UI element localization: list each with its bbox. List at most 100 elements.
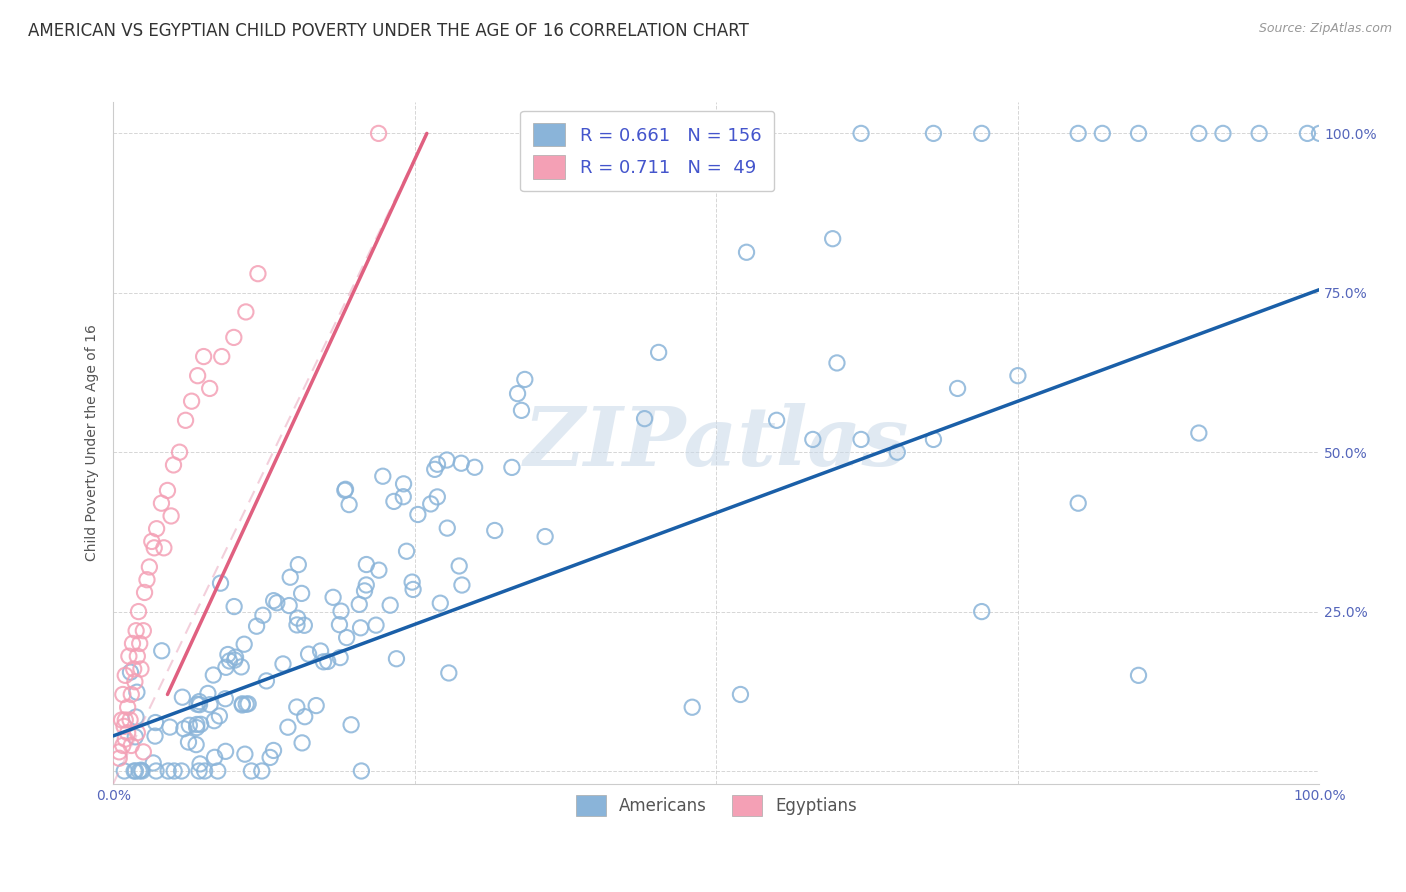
Point bbox=[186, 717, 208, 731]
Point bbox=[209, 576, 232, 591]
Point bbox=[169, 445, 191, 459]
Point bbox=[277, 720, 299, 734]
Point bbox=[225, 650, 247, 665]
Point bbox=[235, 697, 257, 711]
Point bbox=[124, 674, 146, 689]
Point bbox=[1296, 127, 1319, 141]
Text: AMERICAN VS EGYPTIAN CHILD POVERTY UNDER THE AGE OF 16 CORRELATION CHART: AMERICAN VS EGYPTIAN CHILD POVERTY UNDER… bbox=[28, 22, 749, 40]
Point bbox=[246, 267, 269, 281]
Point bbox=[450, 456, 472, 470]
Point bbox=[124, 764, 146, 778]
Point bbox=[1091, 127, 1114, 141]
Point bbox=[157, 764, 180, 778]
Point bbox=[224, 653, 246, 667]
Point bbox=[922, 433, 945, 447]
Point bbox=[120, 688, 142, 702]
Point bbox=[156, 483, 179, 498]
Point bbox=[111, 739, 134, 753]
Point bbox=[162, 458, 184, 472]
Point bbox=[215, 660, 238, 674]
Point bbox=[120, 713, 142, 727]
Point bbox=[291, 736, 314, 750]
Point bbox=[136, 573, 159, 587]
Point bbox=[371, 469, 394, 483]
Point bbox=[250, 764, 273, 778]
Point bbox=[145, 764, 167, 778]
Text: Source: ZipAtlas.com: Source: ZipAtlas.com bbox=[1258, 22, 1392, 36]
Point bbox=[349, 621, 371, 635]
Point bbox=[179, 718, 201, 732]
Point bbox=[118, 649, 141, 664]
Point bbox=[349, 598, 371, 612]
Point bbox=[382, 494, 405, 508]
Point bbox=[437, 665, 460, 680]
Point bbox=[159, 720, 181, 734]
Point bbox=[138, 560, 160, 574]
Y-axis label: Child Poverty Under the Age of 16: Child Poverty Under the Age of 16 bbox=[86, 324, 100, 561]
Point bbox=[143, 541, 166, 555]
Point bbox=[224, 599, 246, 614]
Point bbox=[186, 697, 208, 711]
Point bbox=[129, 763, 152, 777]
Point bbox=[202, 714, 225, 728]
Point bbox=[122, 662, 145, 676]
Point bbox=[429, 596, 451, 610]
Point bbox=[122, 764, 145, 778]
Point bbox=[330, 604, 353, 618]
Point bbox=[1308, 127, 1330, 141]
Point bbox=[235, 305, 257, 319]
Point bbox=[202, 668, 225, 682]
Point bbox=[633, 411, 655, 425]
Point bbox=[735, 245, 758, 260]
Point bbox=[111, 688, 134, 702]
Point bbox=[150, 644, 173, 658]
Point bbox=[177, 735, 200, 749]
Point bbox=[385, 651, 408, 665]
Point bbox=[188, 764, 211, 778]
Point bbox=[145, 715, 167, 730]
Point bbox=[305, 698, 328, 713]
Point bbox=[534, 530, 557, 544]
Point bbox=[380, 598, 402, 612]
Point bbox=[125, 624, 148, 638]
Point bbox=[322, 591, 344, 605]
Point bbox=[970, 605, 993, 619]
Point bbox=[197, 686, 219, 700]
Point bbox=[231, 660, 253, 674]
Point bbox=[312, 655, 335, 669]
Point bbox=[153, 541, 176, 555]
Point bbox=[193, 350, 215, 364]
Point bbox=[337, 498, 360, 512]
Point bbox=[259, 750, 281, 764]
Point bbox=[128, 605, 150, 619]
Point bbox=[401, 575, 423, 590]
Point bbox=[285, 700, 308, 714]
Point bbox=[186, 721, 208, 735]
Point bbox=[333, 483, 356, 498]
Point bbox=[214, 691, 236, 706]
Point bbox=[765, 413, 787, 427]
Point bbox=[160, 508, 183, 523]
Point bbox=[681, 700, 703, 714]
Point bbox=[271, 657, 294, 671]
Point bbox=[506, 386, 529, 401]
Point bbox=[501, 460, 523, 475]
Point bbox=[194, 764, 217, 778]
Point bbox=[484, 524, 506, 538]
Point bbox=[142, 756, 165, 770]
Legend: Americans, Egyptians: Americans, Egyptians bbox=[569, 789, 863, 823]
Point bbox=[426, 490, 449, 504]
Point bbox=[208, 709, 231, 723]
Point bbox=[402, 582, 425, 597]
Point bbox=[108, 745, 131, 759]
Point bbox=[131, 764, 153, 778]
Point bbox=[801, 433, 824, 447]
Point bbox=[174, 413, 197, 427]
Text: ZIPatlas: ZIPatlas bbox=[523, 402, 910, 483]
Point bbox=[207, 764, 229, 778]
Point bbox=[117, 725, 139, 739]
Point bbox=[419, 497, 441, 511]
Point bbox=[252, 608, 274, 623]
Point bbox=[238, 697, 260, 711]
Point bbox=[108, 751, 131, 765]
